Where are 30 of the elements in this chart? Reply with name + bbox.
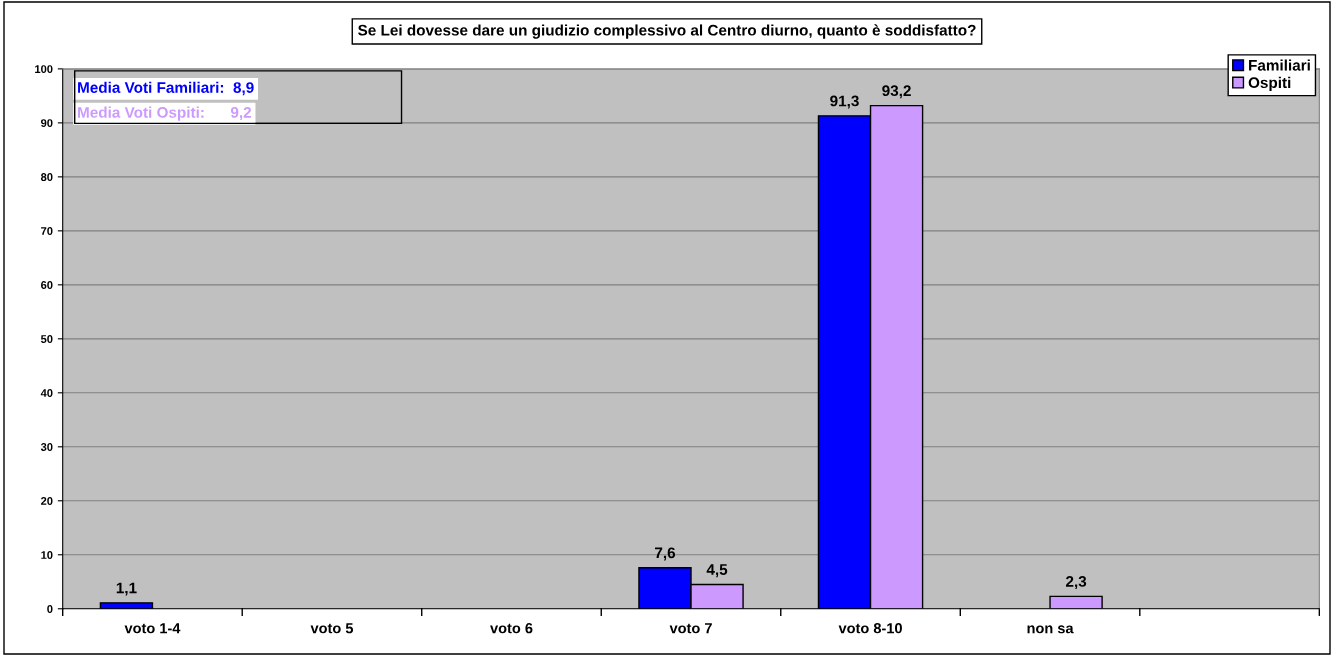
data-label: 91,3 — [830, 95, 859, 109]
y-tick-label: 70 — [41, 227, 53, 235]
data-label: 1,1 — [116, 582, 137, 596]
x-tick-label: voto 1-4 — [124, 623, 181, 634]
data-label: 2,3 — [1065, 576, 1087, 590]
y-tick-label: 60 — [41, 281, 53, 289]
y-tick-label: 50 — [40, 335, 53, 343]
bar — [1049, 595, 1103, 609]
y-tick-label: 30 — [40, 443, 53, 451]
x-tick-label: voto 5 — [310, 623, 354, 634]
legend-label: Ospiti — [1248, 76, 1291, 92]
y-tick-label: 0 — [47, 605, 53, 613]
bar — [99, 602, 154, 609]
y-tick-label: 10 — [41, 551, 53, 559]
annotation: Media Voti Ospiti: 9,2 — [78, 106, 252, 121]
data-label: 93,2 — [882, 85, 911, 99]
data-label: 4,5 — [706, 564, 728, 578]
x-tick-label: voto 6 — [490, 623, 533, 634]
chart-title: Se Lei dovesse dare un giudizio complessivo al Centro diurno, quanto è soddisfatto? — [358, 24, 976, 39]
y-tick-label: 40 — [40, 389, 53, 397]
legend-label: Familiari — [1249, 59, 1310, 71]
x-tick-label: voto 8-10 — [838, 623, 902, 634]
y-tick-label: 20 — [41, 497, 53, 505]
annotation: Media Voti Familiari: 8,9 — [78, 81, 254, 96]
y-tick-label: 80 — [40, 173, 53, 181]
y-tick-label: 90 — [41, 119, 53, 127]
data-label: 7,6 — [655, 547, 676, 561]
x-tick-label: non sa — [1027, 625, 1074, 634]
x-tick-label: voto 7 — [669, 623, 712, 634]
y-tick-label: 100 — [35, 65, 53, 74]
